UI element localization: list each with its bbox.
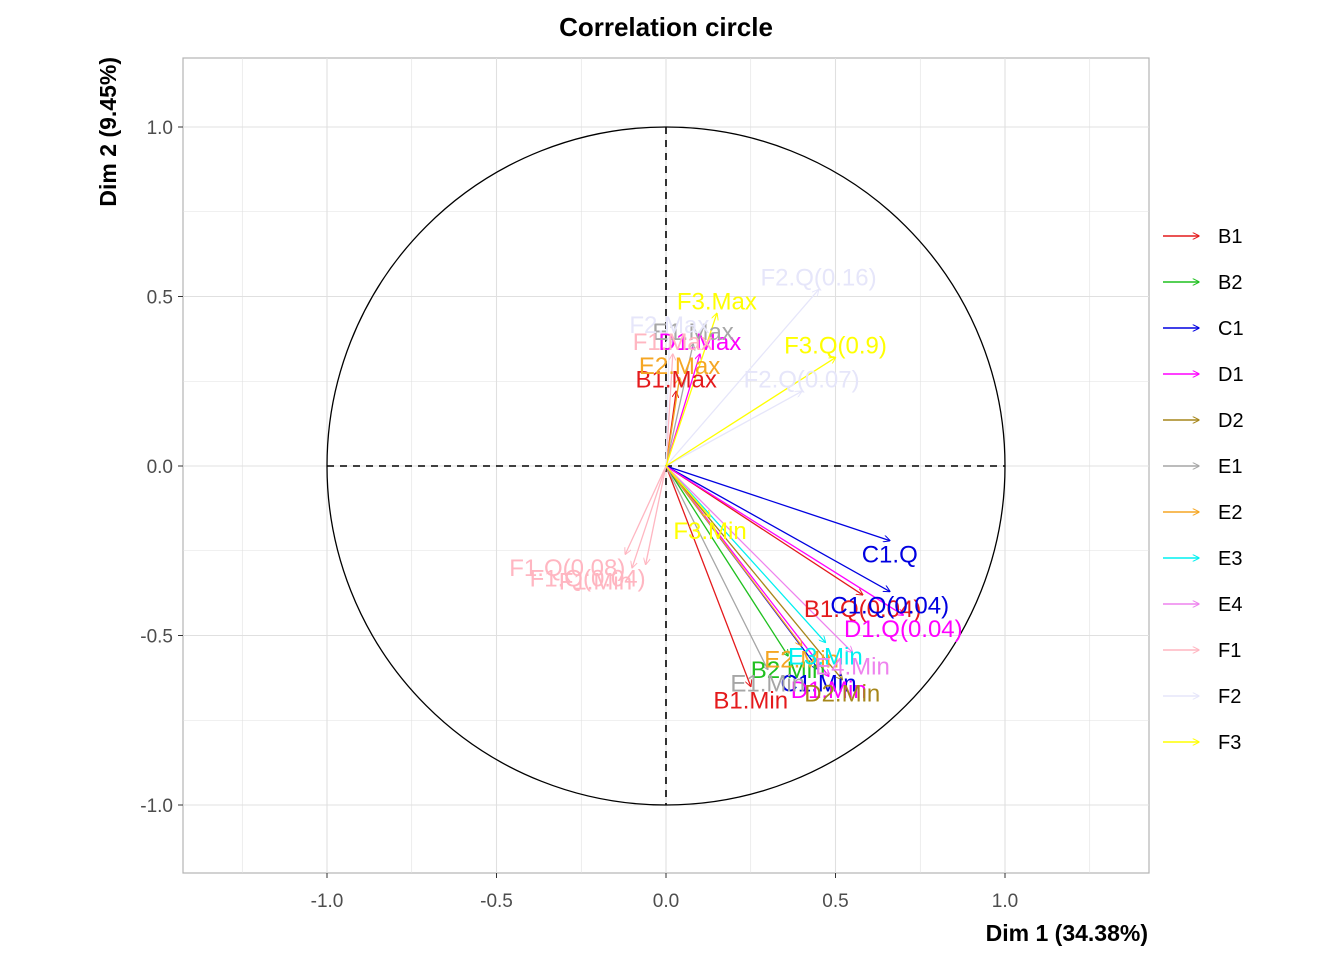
vector-arrow	[665, 465, 890, 591]
legend-item: F3	[1163, 732, 1241, 754]
y-tick-label: 0.5	[147, 288, 173, 309]
vector-label: F1.Q(0.04)	[530, 565, 646, 592]
legend-item: F2	[1163, 686, 1241, 708]
vector-arrow	[665, 465, 852, 652]
vector-label: B1.Q(0.04)	[804, 596, 921, 623]
vector-label: E2.Min	[764, 647, 839, 674]
y-tick-label: 0.0	[147, 457, 173, 478]
vector-label: F3.Max	[677, 288, 757, 315]
legend-label: E3	[1218, 548, 1242, 570]
vector-arrow	[665, 465, 863, 595]
vector-label: D2.Min	[804, 681, 880, 708]
legend-item: E4	[1163, 594, 1242, 616]
vector-arrow	[665, 465, 825, 642]
vector-label: F2.Max	[629, 312, 709, 339]
vector-label: C1.Q(0.04)	[830, 592, 949, 619]
legend-item: C1	[1163, 318, 1244, 340]
vector-label: B1.Min	[713, 687, 788, 714]
vector-arrow	[632, 465, 667, 568]
vector-arrow	[665, 465, 751, 686]
legend: B1 B2 C1 D1 D2 E1 E2 E3 E4 F1 F2 F3	[1163, 226, 1244, 754]
vector-arrow	[665, 465, 842, 680]
legend-item: E1	[1163, 456, 1242, 478]
vector-arrow	[665, 465, 890, 541]
vector-arrow	[665, 344, 693, 467]
legend-item: F1	[1163, 640, 1241, 662]
legend-label: F3	[1218, 732, 1241, 754]
legend-item: D2	[1163, 410, 1244, 432]
vector-arrow	[665, 465, 710, 517]
vector-label: C1.Q	[862, 542, 918, 569]
legend-label: F1	[1218, 640, 1241, 662]
vector-arrow	[665, 465, 768, 669]
legend-label: C1	[1218, 318, 1244, 340]
legend-label: D2	[1218, 410, 1244, 432]
legend-label: B1	[1218, 226, 1242, 248]
legend-item: B1	[1163, 226, 1242, 248]
vector-label: D1.Min	[791, 677, 867, 704]
vector-arrow	[665, 290, 819, 467]
vector-label: F2.Q(0.16)	[761, 265, 877, 292]
variable-vectors	[625, 290, 903, 687]
vector-arrow	[646, 465, 667, 564]
vector-label: C1.Min	[781, 670, 857, 697]
y-tick-label: 1.0	[147, 118, 173, 139]
vector-arrow	[665, 313, 717, 467]
legend-item: B2	[1163, 272, 1242, 294]
vector-arrow	[665, 465, 903, 615]
vector-arrow	[665, 378, 680, 467]
vector-arrow	[665, 337, 669, 467]
y-tick-label: -0.5	[140, 627, 173, 648]
legend-item: E3	[1163, 548, 1242, 570]
legend-label: E4	[1218, 594, 1242, 616]
vector-label: F3.Min	[673, 518, 746, 545]
y-tick-label: -1.0	[140, 796, 173, 817]
vector-label: B2.Min	[751, 657, 826, 684]
x-tick-label: -1.0	[311, 891, 344, 912]
legend-label: E2	[1218, 502, 1242, 524]
legend-label: D1	[1218, 364, 1244, 386]
vector-arrow	[665, 391, 802, 467]
legend-label: F2	[1218, 686, 1241, 708]
vector-arrow	[665, 465, 802, 646]
axes: -1.0 -0.5 0.0 0.5 1.0 1.0 0.5 0.0 -0.5 -1.0	[140, 118, 1018, 912]
vector-label: E4.Min	[815, 653, 890, 680]
vector-label: F1.Max	[633, 329, 713, 356]
chart-title: Correlation circle	[559, 12, 773, 42]
x-tick-label: 1.0	[992, 891, 1018, 912]
legend-item: D1	[1163, 364, 1244, 386]
x-tick-label: 0.5	[822, 891, 848, 912]
vector-label: F2.Q(0.07)	[744, 366, 860, 393]
vector-label: E1.Max	[652, 319, 733, 346]
vector-label: E3.Min	[788, 643, 863, 670]
legend-label: B2	[1218, 272, 1242, 294]
vector-label: F1.Q(0.08)	[509, 555, 625, 582]
x-tick-label: 0.0	[653, 891, 679, 912]
vector-arrow	[625, 465, 667, 554]
vector-label: D1.Q(0.04)	[844, 616, 963, 643]
vector-arrow	[665, 358, 836, 467]
x-tick-label: -0.5	[480, 891, 513, 912]
x-axis-title: Dim 1 (34.38%)	[986, 920, 1148, 946]
vector-label: F3.Q(0.9)	[784, 333, 887, 360]
legend-item: E2	[1163, 502, 1242, 524]
vector-label: B1.Max	[635, 366, 716, 393]
legend-label: E1	[1218, 456, 1242, 478]
vector-label: F1.Min	[559, 569, 632, 596]
y-axis-title: Dim 2 (9.45%)	[95, 57, 121, 207]
vector-label: E2.Max	[639, 353, 720, 380]
vector-label: E1.Min	[730, 670, 805, 697]
vector-label: D1.Max	[659, 329, 742, 356]
vector-arrow	[665, 465, 788, 656]
